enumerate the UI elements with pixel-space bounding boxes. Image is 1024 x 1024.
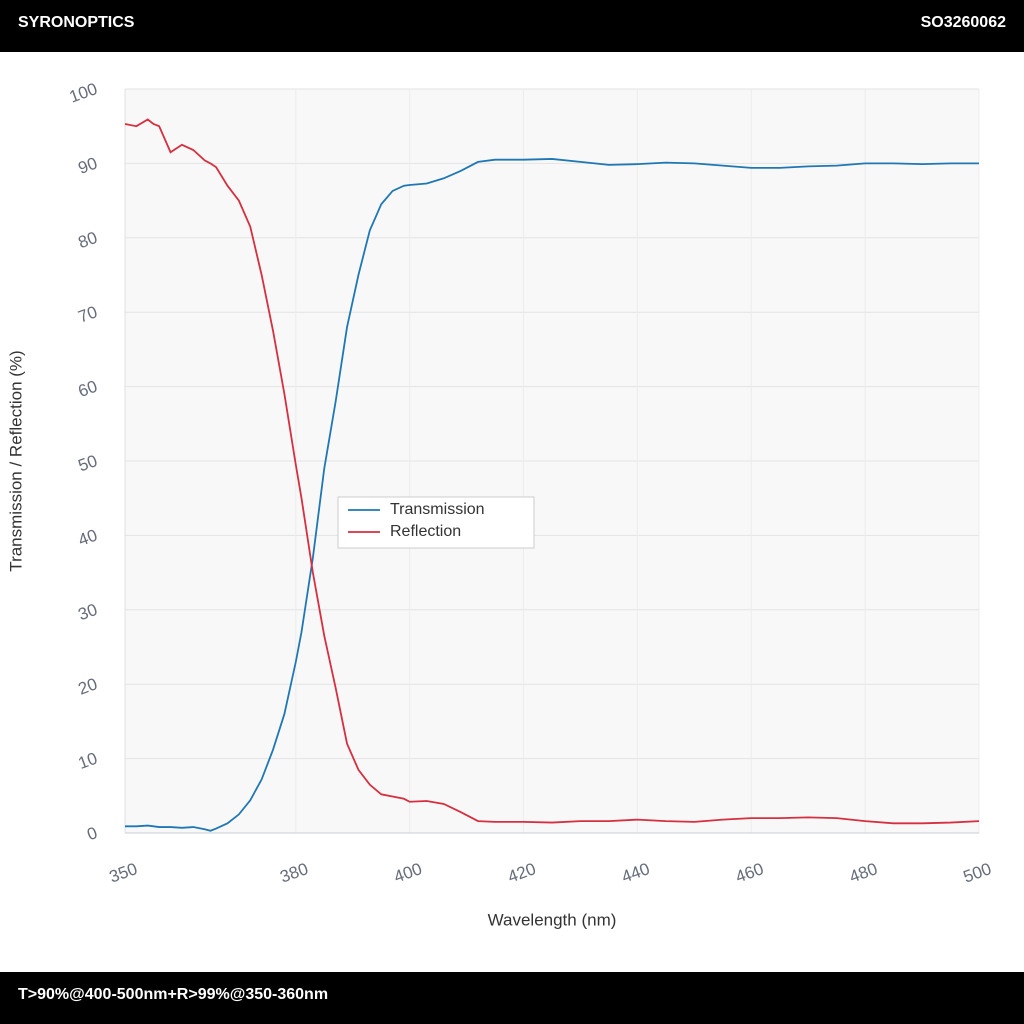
y-tick-label: 30 bbox=[76, 600, 100, 624]
x-tick-label: 440 bbox=[619, 859, 652, 887]
y-tick-label: 70 bbox=[76, 302, 100, 326]
x-tick-label: 350 bbox=[107, 859, 140, 887]
y-tick-label: 20 bbox=[76, 674, 100, 698]
x-axis-label: Wavelength (nm) bbox=[488, 910, 617, 929]
x-tick-label: 420 bbox=[505, 859, 538, 887]
y-tick-label: 0 bbox=[85, 823, 100, 844]
y-tick-label: 60 bbox=[76, 377, 100, 401]
spec: T>90%@400-500nm+R>99%@350-360nm bbox=[18, 986, 329, 1003]
y-tick-label: 10 bbox=[76, 749, 100, 773]
product-code: SO3260062 bbox=[920, 14, 1006, 31]
x-tick-label: 380 bbox=[278, 859, 311, 887]
x-tick-label: 500 bbox=[961, 859, 994, 887]
legend-label: Transmission bbox=[390, 501, 485, 518]
x-tick-label: 460 bbox=[733, 859, 766, 887]
legend-box bbox=[337, 496, 535, 549]
chart: Wavelength (nm) Transmission / Reflectio… bbox=[6, 79, 994, 929]
legend-label: Reflection bbox=[390, 523, 461, 540]
y-tick-label: 90 bbox=[76, 154, 100, 178]
x-tick-label: 480 bbox=[847, 859, 880, 887]
y-tick-label: 50 bbox=[76, 451, 100, 475]
header: SYRONOPTICS SO3260062 bbox=[0, 0, 1024, 52]
x-tick-label: 400 bbox=[391, 859, 424, 887]
y-tick-label: 40 bbox=[76, 526, 100, 550]
y-axis-label: Transmission / Reflection (%) bbox=[6, 350, 25, 571]
footer: T>90%@400-500nm+R>99%@350-360nm bbox=[0, 972, 1024, 1024]
y-tick-label: 80 bbox=[76, 228, 100, 252]
y-tick-label: 100 bbox=[67, 79, 100, 107]
data-line bbox=[124, 118, 980, 825]
brand: SYRONOPTICS bbox=[18, 14, 135, 31]
data-line bbox=[125, 158, 979, 832]
